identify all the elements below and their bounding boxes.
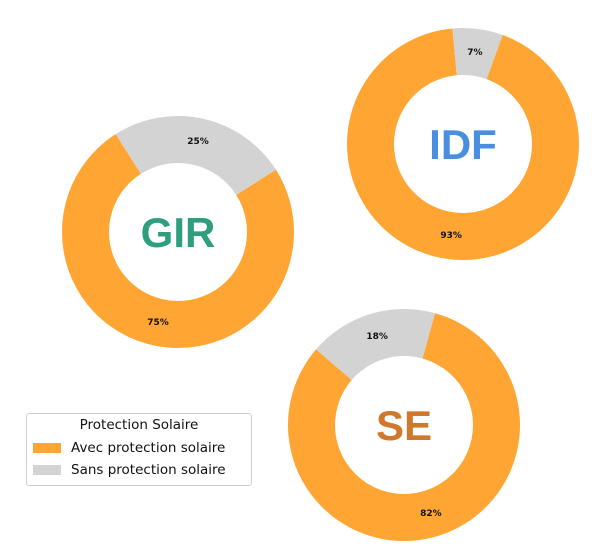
legend-label-avec: Avec protection solaire bbox=[71, 440, 226, 456]
legend-swatch-avec bbox=[33, 443, 61, 453]
data-label-gir-sans: 25% bbox=[187, 137, 209, 147]
data-label-gir-avec: 75% bbox=[147, 318, 169, 328]
slice-idf-sans bbox=[452, 27, 503, 80]
legend: Protection Solaire Avec protection solai… bbox=[26, 413, 252, 486]
slice-gir-sans bbox=[115, 116, 276, 195]
donut-se: 82% 18% SE bbox=[288, 309, 521, 542]
data-label-idf-sans: 7% bbox=[467, 48, 482, 58]
legend-label-sans: Sans protection solaire bbox=[71, 462, 226, 478]
data-label-se-avec: 82% bbox=[420, 509, 442, 519]
legend-title: Protection Solaire bbox=[79, 417, 199, 433]
center-label-idf: IDF bbox=[429, 121, 497, 168]
legend-item-sans: Sans protection solaire bbox=[33, 461, 226, 479]
center-label-se: SE bbox=[376, 402, 432, 449]
legend-item-avec: Avec protection solaire bbox=[33, 439, 225, 457]
slice-idf-avec bbox=[347, 28, 579, 260]
donut-gir: 75% 25% GIR bbox=[61, 116, 294, 348]
data-label-idf-avec: 93% bbox=[440, 231, 462, 241]
donut-idf: 93% 7% IDF bbox=[347, 27, 579, 260]
data-label-se-sans: 18% bbox=[366, 332, 388, 342]
slice-gir-avec bbox=[61, 134, 294, 348]
slice-se-sans bbox=[316, 309, 435, 381]
legend-swatch-sans bbox=[33, 465, 61, 475]
slice-se-avec bbox=[288, 313, 521, 542]
center-label-gir: GIR bbox=[141, 209, 216, 256]
